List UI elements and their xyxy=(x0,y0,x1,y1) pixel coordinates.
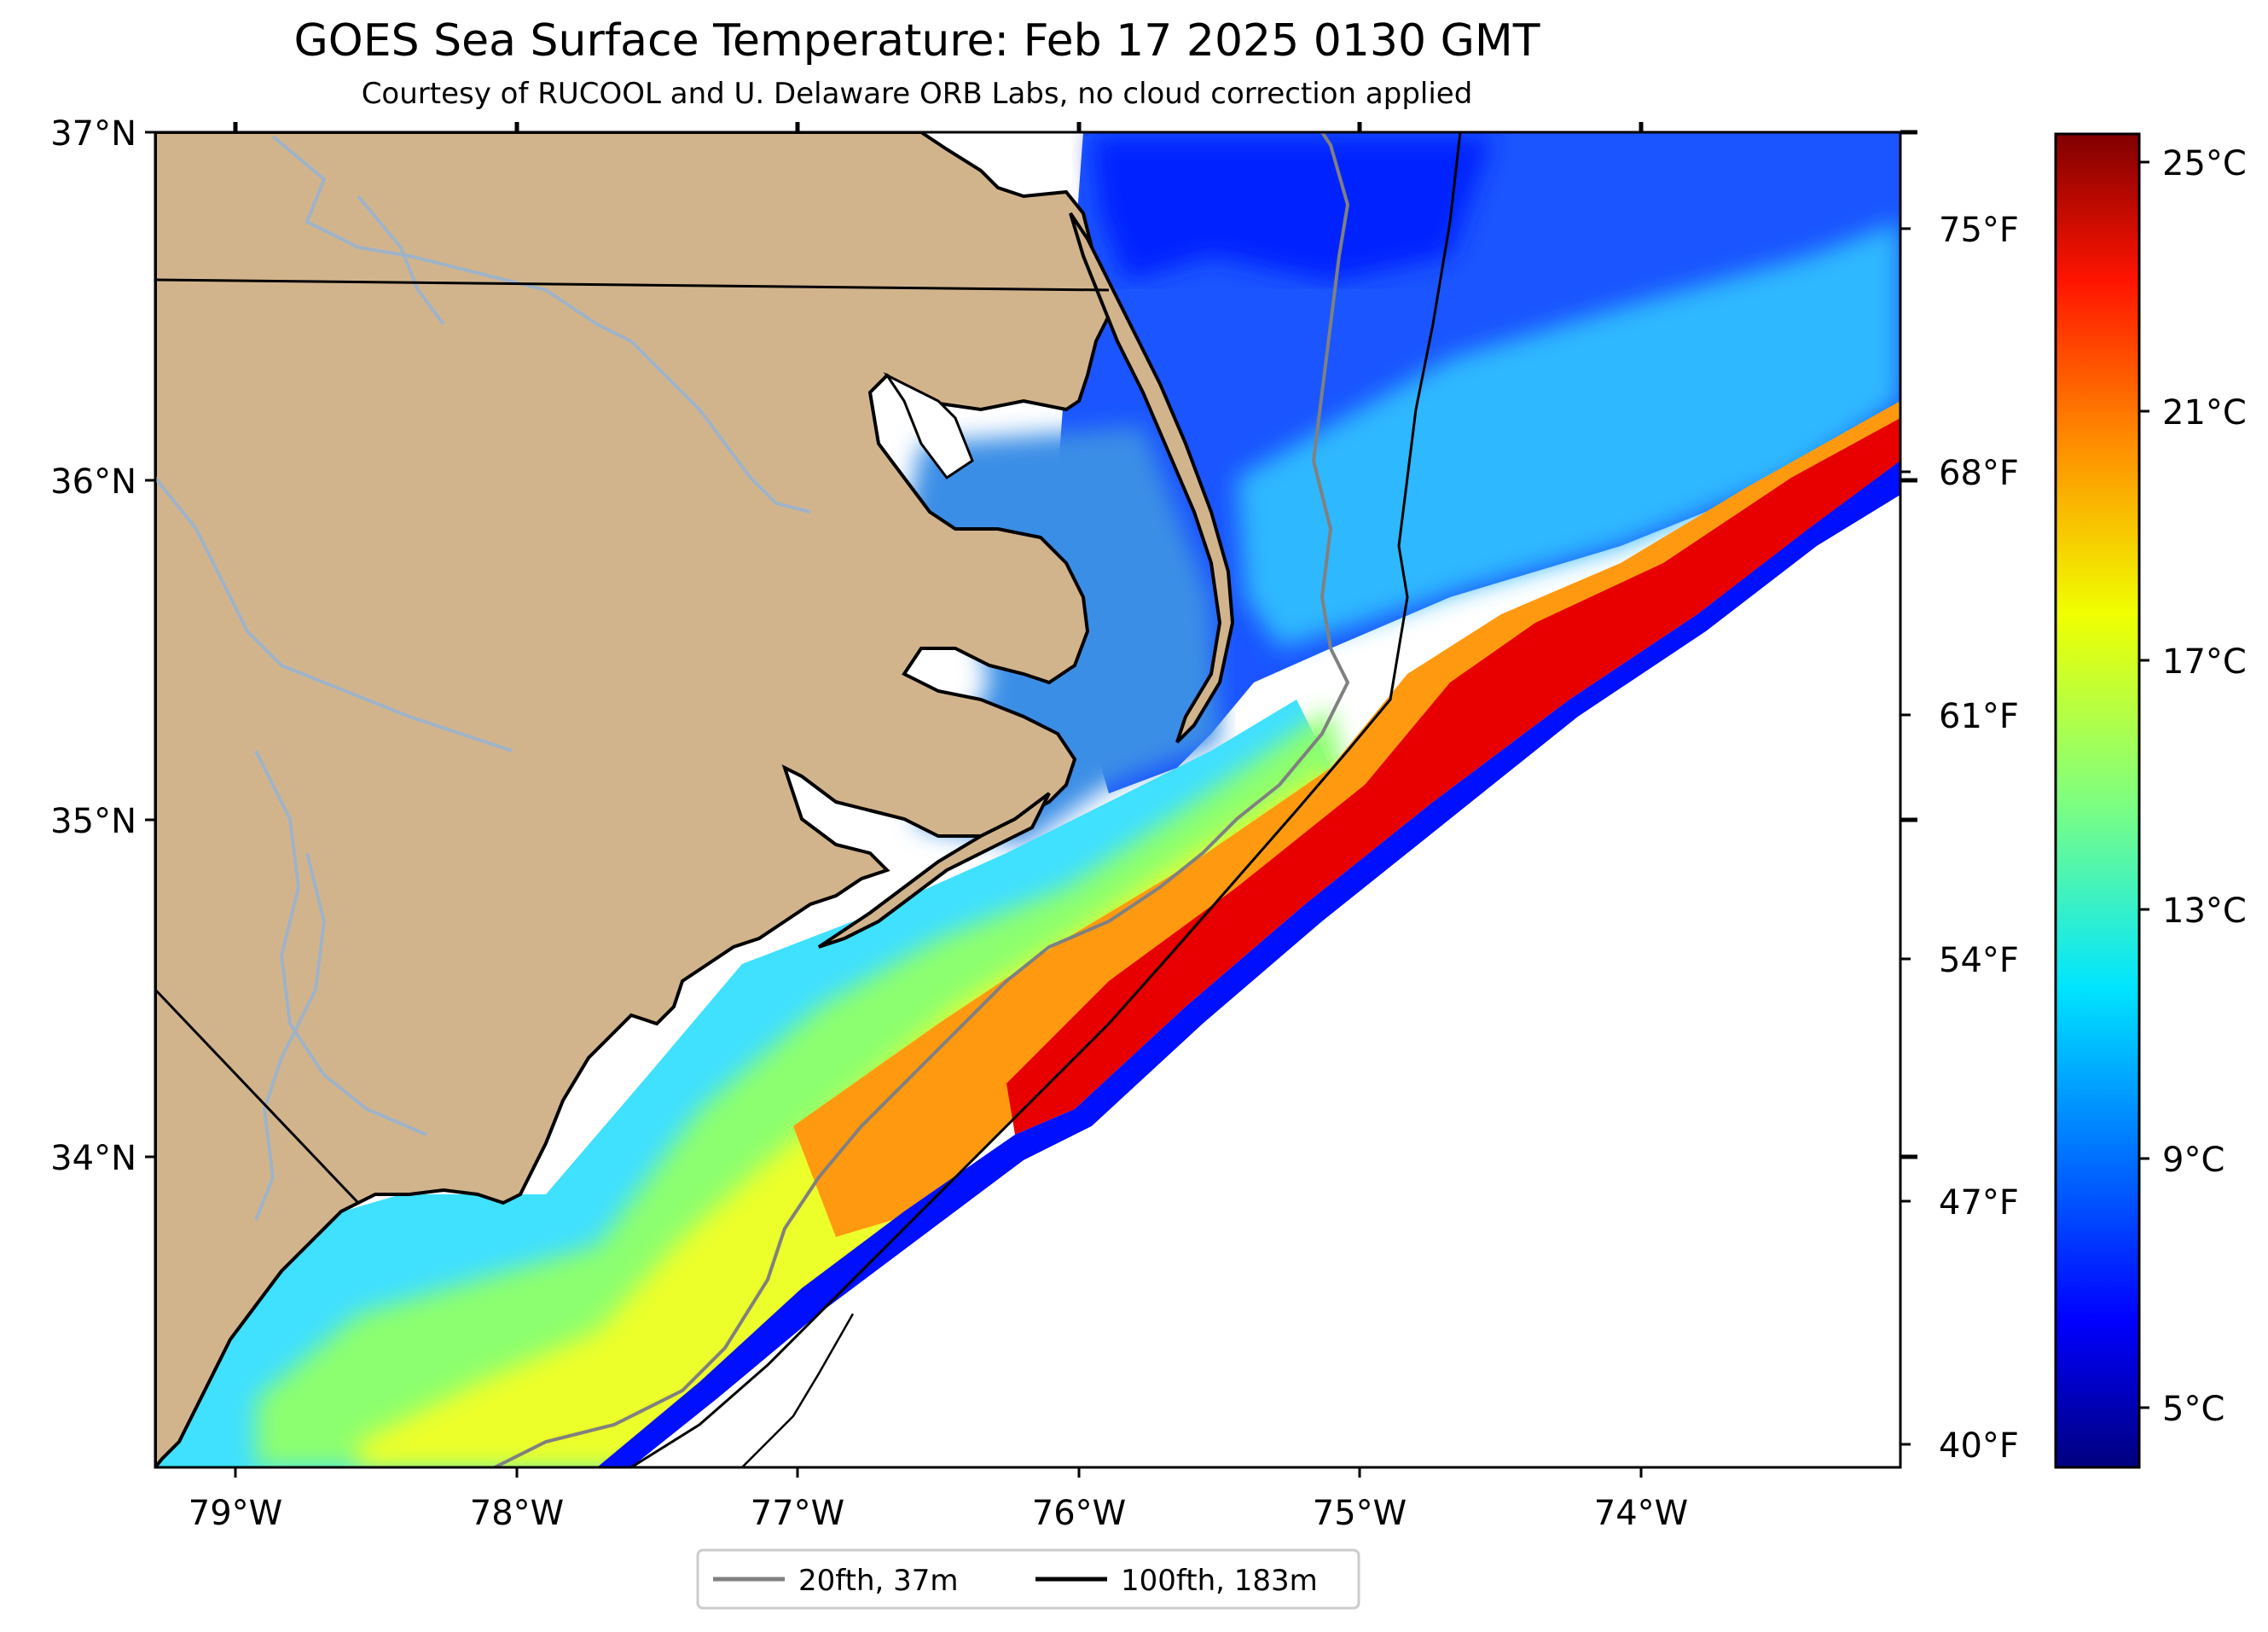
cb-label-17: 17°C xyxy=(2162,642,2247,682)
sst-deep-blue-north xyxy=(1092,136,1493,282)
isobaths xyxy=(494,132,1462,1467)
f-label-68: 68°F xyxy=(1939,454,2019,493)
sst-offshore-edge xyxy=(597,461,1900,1467)
legend-box xyxy=(696,1548,1360,1610)
cb-label-25: 25°C xyxy=(2162,144,2247,183)
f-label-61: 61°F xyxy=(1939,697,2019,736)
state-borders xyxy=(155,278,1110,1205)
cb-label-21: 21°C xyxy=(2162,393,2247,433)
map-ticks xyxy=(145,122,1917,1478)
colorbar-ticks xyxy=(2139,160,2149,1409)
cb-label-9: 9°C xyxy=(2162,1141,2224,1180)
border-va-nc xyxy=(155,278,1110,292)
lon-labels: 79°W 78°W 77°W 76°W 75°W 74°W xyxy=(189,1494,1688,1533)
rivers xyxy=(155,135,811,1221)
lon-label-77: 77°W xyxy=(751,1494,844,1533)
map-frame xyxy=(154,131,1902,1469)
lon-label-78: 78°W xyxy=(470,1494,564,1533)
lon-label-74: 74°W xyxy=(1594,1494,1688,1533)
fahrenheit-labels: 75°F 68°F 61°F 54°F 47°F 40°F xyxy=(1939,211,2019,1466)
map-subtitle: Courtesy of RUCOOL and U. Delaware ORB L… xyxy=(361,77,1473,111)
f-label-40: 40°F xyxy=(1939,1426,2019,1466)
lat-label-36: 36°N xyxy=(50,462,136,502)
lat-label-37: 37°N xyxy=(50,114,136,154)
sst-gulfstream-red xyxy=(1006,418,1900,1135)
lat-label-34: 34°N xyxy=(50,1139,136,1178)
f-label-54: 54°F xyxy=(1939,941,2019,980)
colorbar-gradient xyxy=(2054,132,2141,1469)
colorbar-labels: 25°C 21°C 17°C 13°C 9°C 5°C xyxy=(2162,144,2247,1429)
lon-label-75: 75°W xyxy=(1313,1494,1407,1533)
isobath-100fth-south xyxy=(741,1313,855,1467)
f-label-75: 75°F xyxy=(1939,211,2019,250)
river-cape-fear xyxy=(254,852,327,1221)
lat-label-35: 35°N xyxy=(50,802,136,841)
legend: 20fth, 37m 100fth, 183m xyxy=(696,1548,1360,1610)
sst-cyan-band xyxy=(1237,222,1900,648)
map-title: GOES Sea Surface Temperature: Feb 17 202… xyxy=(293,15,1540,67)
river-chowan xyxy=(357,195,445,326)
legend-label-20fth: 20fth, 37m xyxy=(798,1564,959,1598)
sst-no-data-offshore xyxy=(631,495,1900,1467)
river-tar xyxy=(155,476,513,752)
map-area: 37°N 36°N 35°N 34°N 79°W 78°W 77°W 76°W … xyxy=(50,114,2019,1533)
sst-shelf-green xyxy=(256,708,1348,1467)
colorbar: 25°C 21°C 17°C 13°C 9°C 5°C xyxy=(2054,132,2247,1469)
cb-label-13: 13°C xyxy=(2162,892,2247,931)
isobath-20fth xyxy=(494,132,1350,1467)
isobath-100fth xyxy=(630,132,1462,1467)
cb-label-5: 5°C xyxy=(2162,1390,2224,1429)
f-label-47: 47°F xyxy=(1939,1183,2019,1223)
land-core-banks xyxy=(817,792,1051,949)
river-neuse xyxy=(254,750,427,1136)
river-roanoke xyxy=(271,135,811,514)
legend-label-100fth: 100fth, 183m xyxy=(1121,1564,1318,1598)
lat-labels: 37°N 36°N 35°N 34°N xyxy=(50,114,136,1178)
land xyxy=(155,132,1235,1467)
lon-label-76: 76°W xyxy=(1032,1494,1126,1533)
land-inlet-cutout xyxy=(883,372,974,480)
border-nc-sc xyxy=(155,988,360,1205)
lon-label-79: 79°W xyxy=(189,1494,282,1533)
land-outer-banks xyxy=(1069,212,1235,744)
